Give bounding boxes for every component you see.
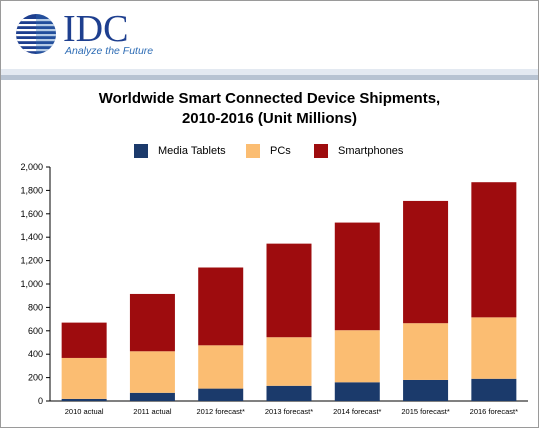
bar-pcs [334, 330, 380, 383]
chart-title-block: Worldwide Smart Connected Device Shipmen… [1, 89, 538, 129]
legend-item-pcs: PCs [246, 144, 291, 158]
bar-pcs [266, 337, 312, 386]
idc-logo-text: IDC [63, 8, 129, 50]
x-tick-label: 2013 forecast* [265, 407, 313, 416]
legend-label-pcs: PCs [270, 145, 291, 157]
bar-smartphones [129, 293, 175, 352]
bar-smartphones [266, 243, 312, 338]
idc-tagline: Analyze the Future [65, 45, 154, 57]
chart-title: Worldwide Smart Connected Device Shipmen… [98, 90, 441, 107]
bar-pcs [61, 357, 107, 399]
chart-subtitle: 2010-2016 (Unit Millions) [181, 110, 358, 127]
idc-globe-icon [16, 14, 56, 54]
y-tick-label: 1,200 [20, 256, 43, 266]
header-band-dark [1, 75, 538, 80]
bar-media-tablets [198, 388, 244, 401]
y-tick-label: 600 [28, 326, 43, 336]
bar-media-tablets [266, 385, 312, 401]
x-tick-label: 2011 actual [133, 407, 172, 416]
header-band-light [1, 69, 538, 75]
bar-media-tablets [403, 379, 449, 401]
bar-smartphones [198, 267, 244, 346]
bar-smartphones [403, 200, 449, 324]
bar-smartphones [61, 322, 107, 358]
bar-media-tablets [61, 398, 107, 401]
y-tick-label: 800 [28, 302, 43, 312]
bar-pcs [403, 323, 449, 380]
x-tick-label: 2014 forecast* [333, 407, 381, 416]
legend-swatch-smartphones [314, 144, 328, 158]
legend-swatch-pcs [246, 144, 260, 158]
bar-smartphones [471, 182, 517, 318]
y-tick-label: 2,000 [20, 162, 43, 172]
y-tick-label: 200 [28, 373, 43, 383]
x-tick-label: 2016 forecast* [470, 407, 518, 416]
x-tick-label: 2012 forecast* [197, 407, 245, 416]
header: IDC Analyze the Future [1, 1, 538, 69]
legend-label-media-tablets: Media Tablets [158, 145, 226, 157]
bar-smartphones [334, 222, 380, 331]
bar-media-tablets [334, 382, 380, 401]
legend-item-media-tablets: Media Tablets [134, 144, 226, 158]
x-tick-label: 2010 actual [65, 407, 104, 416]
y-tick-label: 1,000 [20, 279, 43, 289]
bar-pcs [471, 317, 517, 379]
legend-item-smartphones: Smartphones [314, 144, 403, 158]
y-tick-label: 1,400 [20, 232, 43, 242]
legend-swatch-media-tablets [134, 144, 148, 158]
y-tick-label: 1,800 [20, 185, 43, 195]
bar-pcs [198, 345, 244, 389]
y-tick-label: 1,600 [20, 209, 43, 219]
bar-media-tablets [129, 392, 175, 401]
legend-label-smartphones: Smartphones [338, 145, 404, 157]
x-tick-label: 2015 forecast* [401, 407, 449, 416]
y-tick-label: 400 [28, 349, 43, 359]
legend: Media Tablets PCs Smartphones [1, 144, 538, 158]
bar-media-tablets [471, 378, 517, 401]
y-tick-label: 0 [38, 396, 43, 406]
bar-pcs [129, 351, 175, 393]
